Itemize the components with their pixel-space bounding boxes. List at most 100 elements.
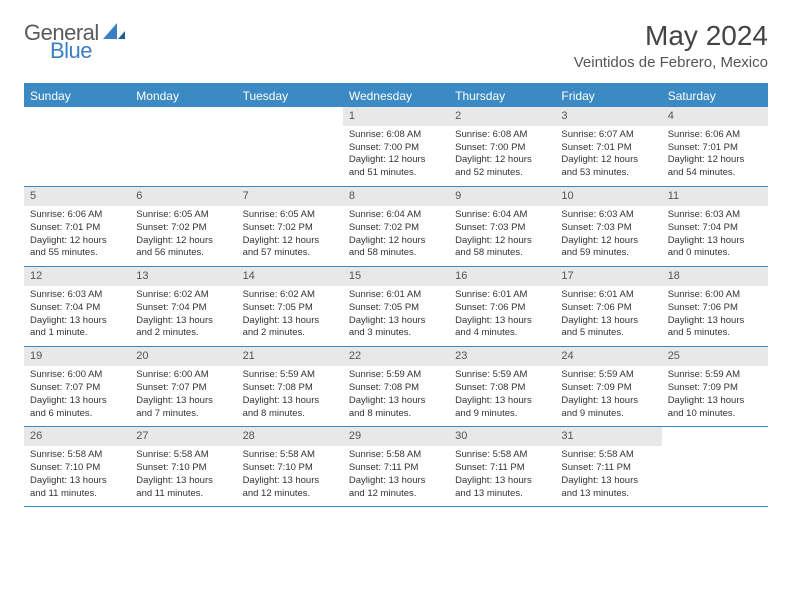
calendar-cell: 13Sunrise: 6:02 AMSunset: 7:04 PMDayligh…	[130, 267, 236, 347]
day-body: Sunrise: 5:58 AMSunset: 7:11 PMDaylight:…	[343, 446, 449, 506]
sunset-text: Sunset: 7:02 PM	[243, 222, 337, 235]
sunset-text: Sunset: 7:08 PM	[349, 382, 443, 395]
day-body: Sunrise: 6:04 AMSunset: 7:02 PMDaylight:…	[343, 206, 449, 266]
sunrise-text: Sunrise: 6:02 AM	[136, 289, 230, 302]
day-body: Sunrise: 6:06 AMSunset: 7:01 PMDaylight:…	[24, 206, 130, 266]
sunrise-text: Sunrise: 5:58 AM	[561, 449, 655, 462]
day-body	[24, 126, 130, 135]
daylight-text: Daylight: 13 hours and 13 minutes.	[455, 475, 549, 501]
calendar-cell: 24Sunrise: 5:59 AMSunset: 7:09 PMDayligh…	[555, 347, 661, 427]
day-number: 21	[237, 347, 343, 366]
day-body: Sunrise: 5:59 AMSunset: 7:09 PMDaylight:…	[555, 366, 661, 426]
day-body: Sunrise: 6:00 AMSunset: 7:07 PMDaylight:…	[24, 366, 130, 426]
sunset-text: Sunset: 7:11 PM	[455, 462, 549, 475]
sunset-text: Sunset: 7:02 PM	[136, 222, 230, 235]
sunset-text: Sunset: 7:10 PM	[30, 462, 124, 475]
daylight-text: Daylight: 12 hours and 55 minutes.	[30, 235, 124, 261]
header: General May 2024 Veintidos de Febrero, M…	[24, 20, 768, 71]
day-body: Sunrise: 6:08 AMSunset: 7:00 PMDaylight:…	[449, 126, 555, 186]
day-number: 2	[449, 107, 555, 126]
day-body: Sunrise: 6:00 AMSunset: 7:07 PMDaylight:…	[130, 366, 236, 426]
calendar-cell: 2Sunrise: 6:08 AMSunset: 7:00 PMDaylight…	[449, 107, 555, 187]
calendar-cell: 30Sunrise: 5:58 AMSunset: 7:11 PMDayligh…	[449, 427, 555, 507]
day-number: 13	[130, 267, 236, 286]
sunrise-text: Sunrise: 6:00 AM	[136, 369, 230, 382]
sunrise-text: Sunrise: 5:59 AM	[668, 369, 762, 382]
day-body	[237, 126, 343, 135]
sunrise-text: Sunrise: 5:58 AM	[136, 449, 230, 462]
day-body: Sunrise: 6:03 AMSunset: 7:03 PMDaylight:…	[555, 206, 661, 266]
day-number: 8	[343, 187, 449, 206]
daylight-text: Daylight: 13 hours and 12 minutes.	[243, 475, 337, 501]
daylight-text: Daylight: 13 hours and 0 minutes.	[668, 235, 762, 261]
daylight-text: Daylight: 12 hours and 51 minutes.	[349, 154, 443, 180]
location-label: Veintidos de Febrero, Mexico	[574, 54, 768, 71]
month-title: May 2024	[574, 20, 768, 52]
sunset-text: Sunset: 7:11 PM	[561, 462, 655, 475]
daylight-text: Daylight: 12 hours and 54 minutes.	[668, 154, 762, 180]
daylight-text: Daylight: 12 hours and 53 minutes.	[561, 154, 655, 180]
sunset-text: Sunset: 7:01 PM	[668, 142, 762, 155]
sunset-text: Sunset: 7:03 PM	[561, 222, 655, 235]
day-body: Sunrise: 6:03 AMSunset: 7:04 PMDaylight:…	[24, 286, 130, 346]
sunrise-text: Sunrise: 5:58 AM	[30, 449, 124, 462]
day-number: 11	[662, 187, 768, 206]
daylight-text: Daylight: 13 hours and 7 minutes.	[136, 395, 230, 421]
calendar-cell: 27Sunrise: 5:58 AMSunset: 7:10 PMDayligh…	[130, 427, 236, 507]
calendar-row: 12Sunrise: 6:03 AMSunset: 7:04 PMDayligh…	[24, 267, 768, 347]
sunset-text: Sunset: 7:06 PM	[668, 302, 762, 315]
day-body: Sunrise: 6:01 AMSunset: 7:05 PMDaylight:…	[343, 286, 449, 346]
daylight-text: Daylight: 13 hours and 5 minutes.	[668, 315, 762, 341]
calendar-cell	[237, 107, 343, 187]
day-number: 6	[130, 187, 236, 206]
sunrise-text: Sunrise: 6:01 AM	[349, 289, 443, 302]
day-body: Sunrise: 6:03 AMSunset: 7:04 PMDaylight:…	[662, 206, 768, 266]
day-body: Sunrise: 5:58 AMSunset: 7:10 PMDaylight:…	[237, 446, 343, 506]
sunset-text: Sunset: 7:07 PM	[30, 382, 124, 395]
calendar-cell: 9Sunrise: 6:04 AMSunset: 7:03 PMDaylight…	[449, 187, 555, 267]
day-header: Wednesday	[343, 84, 449, 107]
day-number: 5	[24, 187, 130, 206]
sunrise-text: Sunrise: 6:03 AM	[30, 289, 124, 302]
day-body: Sunrise: 5:58 AMSunset: 7:11 PMDaylight:…	[555, 446, 661, 506]
day-body: Sunrise: 5:58 AMSunset: 7:10 PMDaylight:…	[130, 446, 236, 506]
sunrise-text: Sunrise: 6:08 AM	[349, 129, 443, 142]
sunrise-text: Sunrise: 6:04 AM	[455, 209, 549, 222]
day-number: 29	[343, 427, 449, 446]
sunset-text: Sunset: 7:04 PM	[136, 302, 230, 315]
calendar-cell: 12Sunrise: 6:03 AMSunset: 7:04 PMDayligh…	[24, 267, 130, 347]
day-number: 30	[449, 427, 555, 446]
day-number: 18	[662, 267, 768, 286]
calendar-row: 1Sunrise: 6:08 AMSunset: 7:00 PMDaylight…	[24, 107, 768, 187]
day-number: 22	[343, 347, 449, 366]
calendar-cell: 8Sunrise: 6:04 AMSunset: 7:02 PMDaylight…	[343, 187, 449, 267]
sunrise-text: Sunrise: 6:06 AM	[668, 129, 762, 142]
sunset-text: Sunset: 7:07 PM	[136, 382, 230, 395]
calendar-cell: 7Sunrise: 6:05 AMSunset: 7:02 PMDaylight…	[237, 187, 343, 267]
calendar-cell: 20Sunrise: 6:00 AMSunset: 7:07 PMDayligh…	[130, 347, 236, 427]
calendar-cell	[130, 107, 236, 187]
calendar-cell: 5Sunrise: 6:06 AMSunset: 7:01 PMDaylight…	[24, 187, 130, 267]
calendar-cell: 23Sunrise: 5:59 AMSunset: 7:08 PMDayligh…	[449, 347, 555, 427]
day-number: 31	[555, 427, 661, 446]
sunset-text: Sunset: 7:10 PM	[136, 462, 230, 475]
day-header: Friday	[555, 84, 661, 107]
sunset-text: Sunset: 7:08 PM	[455, 382, 549, 395]
calendar-head: SundayMondayTuesdayWednesdayThursdayFrid…	[24, 84, 768, 107]
sunset-text: Sunset: 7:11 PM	[349, 462, 443, 475]
calendar-cell	[24, 107, 130, 187]
day-number: 3	[555, 107, 661, 126]
sunset-text: Sunset: 7:06 PM	[455, 302, 549, 315]
sunrise-text: Sunrise: 6:00 AM	[668, 289, 762, 302]
day-number: 9	[449, 187, 555, 206]
day-body: Sunrise: 5:59 AMSunset: 7:08 PMDaylight:…	[237, 366, 343, 426]
day-body: Sunrise: 6:02 AMSunset: 7:05 PMDaylight:…	[237, 286, 343, 346]
day-number: 28	[237, 427, 343, 446]
sunset-text: Sunset: 7:00 PM	[349, 142, 443, 155]
day-body: Sunrise: 5:59 AMSunset: 7:08 PMDaylight:…	[449, 366, 555, 426]
calendar-cell: 25Sunrise: 5:59 AMSunset: 7:09 PMDayligh…	[662, 347, 768, 427]
sunset-text: Sunset: 7:04 PM	[30, 302, 124, 315]
sunrise-text: Sunrise: 5:59 AM	[561, 369, 655, 382]
sunset-text: Sunset: 7:09 PM	[561, 382, 655, 395]
calendar-cell: 16Sunrise: 6:01 AMSunset: 7:06 PMDayligh…	[449, 267, 555, 347]
